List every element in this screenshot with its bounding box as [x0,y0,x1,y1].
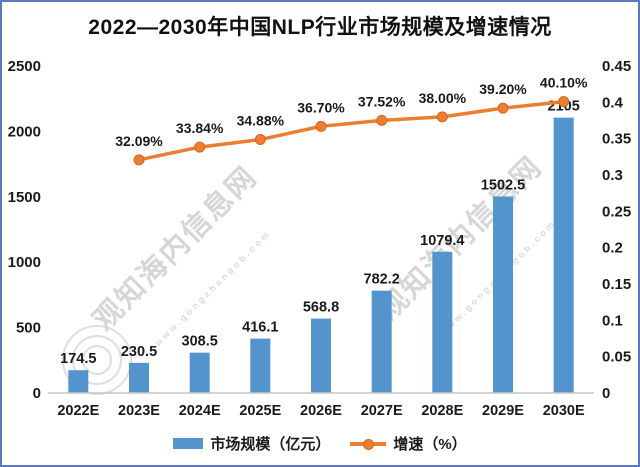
right-axis-tick-label: 0.35 [602,131,631,148]
right-axis-tick-label: 0.05 [602,349,631,366]
line-value-label: 36.70% [297,99,345,115]
bar-value-label: 174.5 [60,351,96,367]
line-value-label: 40.10% [540,75,588,91]
line-marker-icon [315,120,327,132]
line-marker-icon [497,102,509,114]
bar-value-label: 416.1 [242,320,278,336]
line-markers: 32.09% 33.84% 34.88% 36.70% 37.52% 38.00% 39.2… [115,75,588,166]
line-value-label: 37.52% [358,93,406,109]
legend-item-market-size: 市场规模（亿元） [173,433,330,454]
chart-title: 2022—2030年中国NLP行业市场规模及增速情况 [88,16,552,39]
line-marker-icon [254,134,266,146]
line-value-label: 33.84% [176,120,224,136]
growth-line [137,99,566,162]
right-axis-tick-label: 0.15 [602,276,631,293]
line-marker-icon [436,111,448,123]
legend-label-growth: 增速（%） [393,436,467,453]
x-axis-category-label: 2026E [300,403,342,419]
bar [311,318,331,393]
watermark-logo-icon [72,335,122,385]
left-axis-tick-label: 0 [33,385,41,402]
bar-series: 174.5 230.5 308.5 416.1 568.8 782.2 1079.4 1502… [60,99,580,393]
bar [129,362,149,393]
bar-value-label: 230.5 [121,344,157,360]
line-marker-icon [558,96,570,108]
bar-value-label: 782.2 [364,272,400,288]
line-series-swatch [350,438,387,450]
line-marker-icon [133,154,145,166]
line-marker-icon [376,114,388,126]
x-axis-category-label: 2022E [57,403,99,419]
bar-series-swatch [173,438,204,449]
left-axis-tick-label: 2500 [8,58,41,75]
axis-ticks: 0 500 1000 1500 2000 2500 0 0.05 0.1 0.15 0.2 0.25 0… [8,58,632,419]
right-axis-tick-label: 0.3 [602,167,623,184]
bar [68,370,89,393]
bar [189,352,210,393]
bar-value-label: 1079.4 [420,233,464,249]
x-axis-category-label: 2028E [421,403,463,419]
chart-legend: 市场规模（亿元） 增速（%） [2,433,638,454]
line-value-label: 34.88% [237,113,285,129]
legend-label-market-size: 市场规模（亿元） [210,436,331,453]
x-axis-category-label: 2027E [361,403,403,419]
bar-value-label: 1502.5 [481,177,525,193]
bar [553,117,574,393]
line-value-label: 32.09% [115,133,163,149]
line-swatch-marker-icon [363,439,375,450]
left-axis-tick-label: 1000 [8,254,41,271]
line-marker-icon [194,141,206,153]
right-axis-tick-label: 0.25 [602,203,631,220]
left-axis-tick-label: 500 [16,320,41,337]
left-axis-tick-label: 2000 [8,123,41,140]
x-axis-category-label: 2024E [179,403,221,419]
x-axis-category-label: 2030E [543,403,585,419]
bar [432,251,453,393]
watermark-logo-icon [82,345,112,375]
watermark-logo-icon [62,325,132,395]
bar-value-label: 308.5 [182,334,218,350]
line-value-label: 38.00% [419,90,467,106]
x-axis-category-label: 2029E [482,403,524,419]
right-axis-tick-label: 0.45 [602,58,631,75]
watermark-text: 观知海内信息网 [86,159,263,336]
legend-item-growth: 增速（%） [350,433,467,454]
bar-value-label: 568.8 [303,300,339,316]
left-axis-tick-label: 1500 [8,189,41,206]
right-axis-tick-label: 0.1 [602,312,623,329]
bar [371,290,392,393]
line-value-label: 39.20% [479,81,527,97]
x-axis-category-label: 2023E [118,403,160,419]
right-axis-tick-label: 0.4 [602,94,624,111]
right-axis-tick-label: 0.2 [602,240,623,257]
x-axis-category-label: 2025E [239,403,281,419]
right-axis-tick-label: 0 [602,385,610,402]
bar [493,196,513,393]
bar [250,338,271,393]
